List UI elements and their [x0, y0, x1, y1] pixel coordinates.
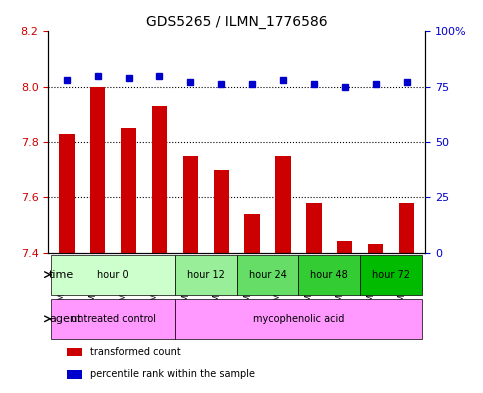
Bar: [244, 214, 260, 253]
Text: percentile rank within the sample: percentile rank within the sample: [90, 369, 255, 379]
Bar: [121, 128, 136, 253]
Bar: [90, 87, 105, 253]
Bar: [213, 170, 229, 253]
FancyBboxPatch shape: [298, 255, 360, 294]
Bar: [59, 134, 74, 253]
FancyBboxPatch shape: [175, 299, 422, 339]
FancyBboxPatch shape: [360, 255, 422, 294]
Bar: [337, 241, 353, 253]
Bar: [399, 203, 414, 253]
Text: hour 12: hour 12: [187, 270, 225, 279]
FancyBboxPatch shape: [51, 299, 175, 339]
FancyBboxPatch shape: [237, 255, 298, 294]
Bar: [306, 203, 322, 253]
Text: untreated control: untreated control: [71, 314, 156, 324]
Bar: [368, 244, 384, 253]
Text: hour 48: hour 48: [311, 270, 348, 279]
Text: mycophenolic acid: mycophenolic acid: [253, 314, 344, 324]
Text: transformed count: transformed count: [90, 347, 181, 357]
Bar: [67, 347, 82, 356]
Text: time: time: [49, 270, 74, 279]
Bar: [67, 370, 82, 378]
Text: hour 24: hour 24: [249, 270, 286, 279]
FancyBboxPatch shape: [51, 255, 175, 294]
Bar: [152, 106, 167, 253]
Text: agent: agent: [49, 314, 81, 324]
Bar: [275, 156, 291, 253]
Text: hour 0: hour 0: [98, 270, 129, 279]
Text: hour 72: hour 72: [372, 270, 410, 279]
FancyBboxPatch shape: [175, 255, 237, 294]
Bar: [183, 156, 198, 253]
Title: GDS5265 / ILMN_1776586: GDS5265 / ILMN_1776586: [146, 15, 327, 29]
